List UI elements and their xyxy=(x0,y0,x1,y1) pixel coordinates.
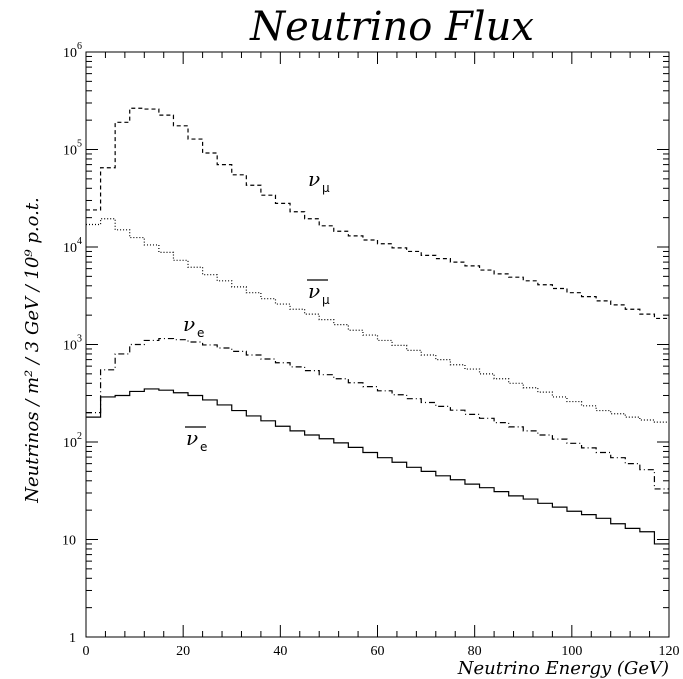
series-label-subscript: e xyxy=(197,326,204,340)
y-tick-label: 105 xyxy=(63,139,82,159)
y-tick-base: 10 xyxy=(63,241,77,256)
y-tick-base: 10 xyxy=(63,436,77,451)
y-tick-base: 10 xyxy=(63,339,77,354)
y-tick-label: 104 xyxy=(63,236,82,256)
y-tick-exponent: 2 xyxy=(77,431,82,442)
series-line-0 xyxy=(86,107,669,320)
y-tick-exponent: 6 xyxy=(77,41,82,52)
y-tick-exponent: 3 xyxy=(77,334,82,345)
y-tick-exponent: 5 xyxy=(77,139,82,150)
y-tick-base: 10 xyxy=(63,144,77,159)
x-axis-title: Neutrino Energy (GeV) xyxy=(457,658,669,679)
y-tick-label: 103 xyxy=(63,334,82,354)
x-tick-label: 100 xyxy=(561,644,582,659)
y-axis-title: Neutrinos / m² / 3 GeV / 10⁹ p.o.t. xyxy=(22,197,43,504)
series-label-nu: ν xyxy=(186,426,198,450)
y-tick-label: 1 xyxy=(69,631,76,646)
series-label-subscript: μ xyxy=(322,293,330,307)
y-tick-label: 10 xyxy=(62,534,76,549)
series-label-nu: ν xyxy=(308,279,320,303)
series-line-1 xyxy=(86,218,669,423)
series-label-nu: ν xyxy=(308,167,320,191)
x-tick-label: 80 xyxy=(468,644,482,659)
series-label-nu: ν xyxy=(183,312,195,336)
x-tick-label: 120 xyxy=(659,644,680,659)
series-line-3 xyxy=(86,388,669,545)
x-tick-label: 40 xyxy=(273,644,287,659)
x-tick-label: 20 xyxy=(176,644,190,659)
series-label-subscript: e xyxy=(200,440,207,454)
series-label-subscript: μ xyxy=(322,181,330,195)
x-tick-label: 60 xyxy=(371,644,385,659)
x-tick-label: 0 xyxy=(83,644,90,659)
chart-title: Neutrino Flux xyxy=(249,4,534,50)
y-tick-base: 10 xyxy=(63,46,77,61)
plot-frame xyxy=(85,51,670,638)
y-tick-exponent: 4 xyxy=(77,236,82,247)
y-tick-label: 102 xyxy=(63,431,82,451)
series-line-2 xyxy=(86,337,669,490)
y-tick-label: 106 xyxy=(63,41,82,61)
